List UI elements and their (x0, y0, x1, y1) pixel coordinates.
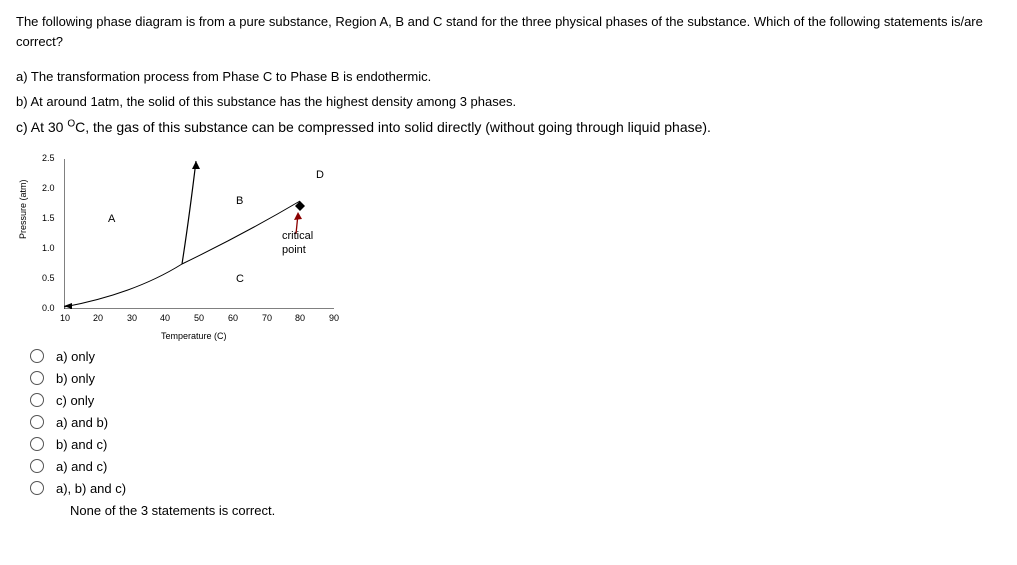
statement-a: a) The transformation process from Phase… (16, 65, 1001, 90)
radio-icon[interactable] (30, 349, 44, 363)
ytick-5: 2.5 (42, 153, 55, 163)
option-label: a) and c) (56, 459, 107, 474)
radio-icon[interactable] (30, 371, 44, 385)
radio-icon[interactable] (30, 459, 44, 473)
statements-block: a) The transformation process from Phase… (16, 65, 1001, 141)
xtick-70: 70 (262, 313, 272, 323)
radio-icon[interactable] (30, 415, 44, 429)
radio-icon[interactable] (30, 481, 44, 495)
option-a-and-b[interactable]: a) and b) (30, 415, 1001, 430)
stmt-c-prefix: c) At 30 (16, 119, 67, 135)
region-a-label: A (108, 213, 115, 225)
xtick-50: 50 (194, 313, 204, 323)
ytick-2: 1.0 (42, 243, 55, 253)
plot-area: 0.0 0.5 1.0 1.5 2.0 2.5 10 20 30 40 50 6… (64, 159, 334, 309)
option-a-and-c[interactable]: a) and c) (30, 459, 1001, 474)
option-label: a) and b) (56, 415, 108, 430)
option-label: b) and c) (56, 437, 107, 452)
option-label: a), b) and c) (56, 481, 126, 496)
ytick-4: 2.0 (42, 183, 55, 193)
option-label: b) only (56, 371, 95, 386)
option-b-only[interactable]: b) only (30, 371, 1001, 386)
xtick-90: 90 (329, 313, 339, 323)
radio-icon[interactable] (30, 393, 44, 407)
xtick-80: 80 (295, 313, 305, 323)
option-a-b-c[interactable]: a), b) and c) (30, 481, 1001, 496)
stmt-c-unit: O (67, 119, 75, 130)
option-label: c) only (56, 393, 94, 408)
y-axis-label: Pressure (atm) (18, 179, 28, 239)
xtick-30: 30 (127, 313, 137, 323)
radio-icon[interactable] (30, 437, 44, 451)
ytick-0: 0.0 (42, 303, 55, 313)
critical-point-label: critical point (282, 229, 313, 258)
statement-b: b) At around 1atm, the solid of this sub… (16, 90, 1001, 115)
question-intro: The following phase diagram is from a pu… (16, 12, 1001, 51)
statement-c: c) At 30 OC, the gas of this substance c… (16, 114, 1001, 141)
xtick-20: 20 (93, 313, 103, 323)
phase-diagram-chart: Pressure (atm) (26, 149, 346, 339)
xtick-60: 60 (228, 313, 238, 323)
xtick-40: 40 (160, 313, 170, 323)
ytick-3: 1.5 (42, 213, 55, 223)
region-c-label: C (236, 273, 244, 285)
option-b-and-c[interactable]: b) and c) (30, 437, 1001, 452)
xtick-10: 10 (60, 313, 70, 323)
option-a-only[interactable]: a) only (30, 349, 1001, 364)
option-none[interactable]: None of the 3 statements is correct. (70, 503, 1001, 518)
stmt-c-suffix: C, the gas of this substance can be comp… (75, 119, 711, 135)
answer-options: a) only b) only c) only a) and b) b) and… (30, 349, 1001, 518)
ytick-1: 0.5 (42, 273, 55, 283)
region-d-label: D (316, 169, 324, 181)
region-b-label: B (236, 195, 243, 207)
option-c-only[interactable]: c) only (30, 393, 1001, 408)
x-axis-label: Temperature (C) (161, 331, 227, 341)
option-label: a) only (56, 349, 95, 364)
